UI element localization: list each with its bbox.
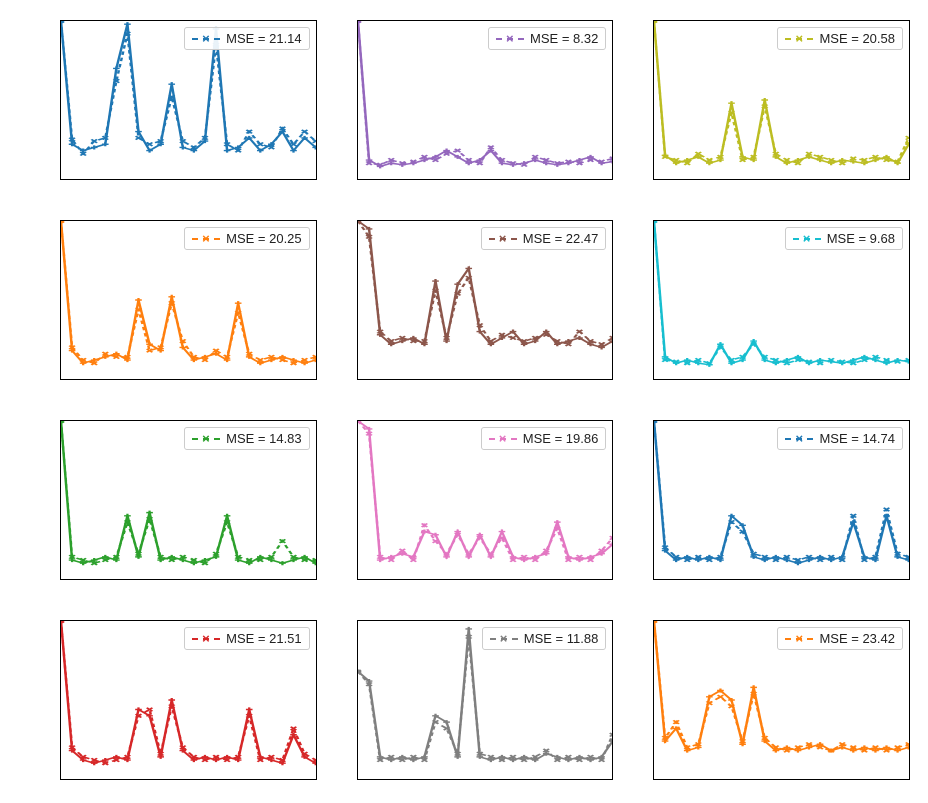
legend: × MSE = 19.86 (481, 427, 607, 450)
series-dashed-markers (358, 635, 613, 762)
legend: × MSE = 8.32 (488, 27, 606, 50)
legend-sample: × (489, 432, 517, 446)
legend: × MSE = 9.68 (785, 227, 903, 250)
legend-label: MSE = 11.88 (524, 631, 599, 646)
legend-label: MSE = 22.47 (523, 231, 599, 246)
legend-sample: × (192, 32, 220, 46)
legend-label: MSE = 23.42 (819, 631, 895, 646)
legend-marker-icon: × (202, 232, 210, 246)
legend-sample: × (785, 632, 813, 646)
legend-label: MSE = 14.83 (226, 431, 302, 446)
legend-sample: × (785, 32, 813, 46)
legend-sample: × (490, 632, 518, 646)
legend-marker-icon: × (499, 232, 507, 246)
legend-marker-icon: × (795, 432, 803, 446)
legend-marker-icon: × (795, 632, 803, 646)
subplot-panel: × MSE = 14.74 (653, 420, 910, 580)
legend-label: MSE = 20.58 (819, 31, 895, 46)
legend-label: MSE = 20.25 (226, 231, 302, 246)
legend: × MSE = 14.74 (777, 427, 903, 450)
legend-sample: × (496, 32, 524, 46)
legend: × MSE = 21.14 (184, 27, 310, 50)
legend-sample: × (192, 232, 220, 246)
subplot-panel: × MSE = 21.51 (60, 620, 317, 780)
subplot-panel: × MSE = 8.32 (357, 20, 614, 180)
legend: × MSE = 21.51 (184, 627, 310, 650)
legend-marker-icon: × (803, 232, 811, 246)
legend-marker-icon: × (499, 432, 507, 446)
subplot-panel: × MSE = 22.47 (357, 220, 614, 380)
legend-marker-icon: × (202, 632, 210, 646)
legend-label: MSE = 19.86 (523, 431, 599, 446)
legend-sample: × (192, 432, 220, 446)
subplot-panel: × MSE = 21.14 (60, 20, 317, 180)
legend-sample: × (793, 232, 821, 246)
legend-sample: × (192, 632, 220, 646)
legend-label: MSE = 9.68 (827, 231, 895, 246)
legend-label: MSE = 8.32 (530, 31, 598, 46)
legend: × MSE = 11.88 (482, 627, 607, 650)
legend-sample: × (489, 232, 517, 246)
legend-label: MSE = 21.51 (226, 631, 302, 646)
legend-label: MSE = 14.74 (819, 431, 895, 446)
legend-label: MSE = 21.14 (226, 31, 302, 46)
legend-marker-icon: × (795, 32, 803, 46)
legend-sample: × (785, 432, 813, 446)
subplot-panel: × MSE = 9.68 (653, 220, 910, 380)
legend: × MSE = 14.83 (184, 427, 310, 450)
legend: × MSE = 22.47 (481, 227, 607, 250)
legend-marker-icon: × (500, 632, 508, 646)
legend-marker-icon: × (506, 32, 514, 46)
legend: × MSE = 20.25 (184, 227, 310, 250)
subplot-panel: × MSE = 11.88 (357, 620, 614, 780)
figure-canvas: × MSE = 21.14 × MSE = 8.32 (0, 0, 928, 803)
subplot-panel: × MSE = 23.42 (653, 620, 910, 780)
legend-marker-icon: × (202, 32, 210, 46)
legend: × MSE = 23.42 (777, 627, 903, 650)
subplot-panel: × MSE = 20.25 (60, 220, 317, 380)
subplot-panel: × MSE = 14.83 (60, 420, 317, 580)
subplot-grid: × MSE = 21.14 × MSE = 8.32 (60, 20, 910, 780)
series-dashed-line (358, 637, 613, 760)
legend-marker-icon: × (202, 432, 210, 446)
subplot-panel: × MSE = 20.58 (653, 20, 910, 180)
subplot-panel: × MSE = 19.86 (357, 420, 614, 580)
legend: × MSE = 20.58 (777, 27, 903, 50)
